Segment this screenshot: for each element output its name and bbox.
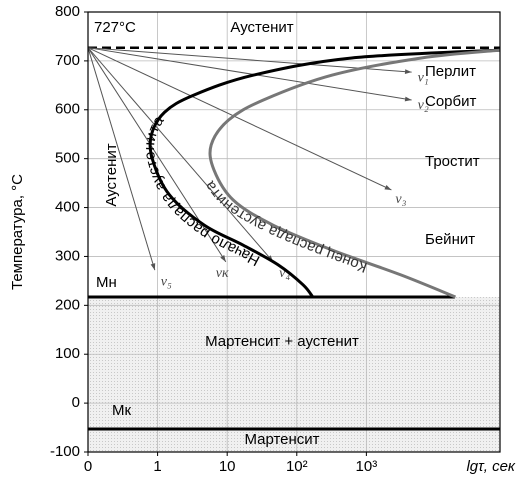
region-label: Аустенит xyxy=(103,143,120,206)
x-tick-label: 10 xyxy=(219,458,236,475)
region-label: Тростит xyxy=(425,153,480,170)
cooling-ray xyxy=(87,47,274,263)
a1-label: 727°C xyxy=(94,19,136,36)
plot-frame xyxy=(87,11,501,453)
curve xyxy=(208,48,501,299)
x-tick-label: 10² xyxy=(286,458,308,475)
x-axis-label: lgτ, сек xyxy=(466,458,515,475)
ray-label: v₄ xyxy=(279,266,290,281)
region-label: Перлит xyxy=(425,63,476,80)
y-tick-label: 700 xyxy=(55,52,80,69)
y-tick-label: 0 xyxy=(72,394,80,411)
curve-label-path: Начало распада аустенита xyxy=(141,113,263,270)
region-label: Сорбит xyxy=(425,93,476,110)
x-tick-label: 1 xyxy=(153,458,161,475)
y-tick-label: 800 xyxy=(55,3,80,20)
y-tick-label: 600 xyxy=(55,101,80,118)
y-tick-label: -100 xyxy=(50,443,80,460)
cooling-ray xyxy=(87,47,156,271)
region-label: Бейнит xyxy=(425,231,475,248)
x-tick-label: 10³ xyxy=(356,458,378,475)
ray-label: v₅ xyxy=(161,274,172,289)
region-label: Мартенсит + аустенит xyxy=(205,333,359,350)
y-axis-label: Температура, °С xyxy=(9,174,26,290)
martensite-zone xyxy=(88,297,500,452)
curve-label: Начало распада аустенита xyxy=(141,113,263,270)
y-tick-label: 400 xyxy=(55,199,80,216)
y-tick-label: 100 xyxy=(55,345,80,362)
mn-label: Мн xyxy=(96,274,117,291)
ray-label: vк xyxy=(216,266,229,281)
region-label: Аустенит xyxy=(230,19,293,36)
ray-label: v₁ xyxy=(418,70,429,85)
y-tick-label: 300 xyxy=(55,247,80,264)
label-guide xyxy=(156,54,506,301)
ray-label: v₂ xyxy=(418,98,429,113)
x-tick-label: 0 xyxy=(84,458,92,475)
curve xyxy=(148,48,501,298)
ray-arrow xyxy=(404,69,412,75)
ray-arrow xyxy=(384,184,392,190)
y-tick-label: 200 xyxy=(55,296,80,313)
y-tick-label: 500 xyxy=(55,150,80,167)
cooling-ray xyxy=(87,47,227,263)
ray-arrow xyxy=(220,254,226,262)
ray-arrow xyxy=(404,96,412,102)
ray-arrow xyxy=(150,263,156,271)
mk-label: Мк xyxy=(112,402,131,419)
cooling-ray xyxy=(87,47,392,191)
ray-label: v₃ xyxy=(395,192,406,207)
cooling-ray xyxy=(87,47,412,101)
region-label: Мартенсит xyxy=(244,431,319,448)
